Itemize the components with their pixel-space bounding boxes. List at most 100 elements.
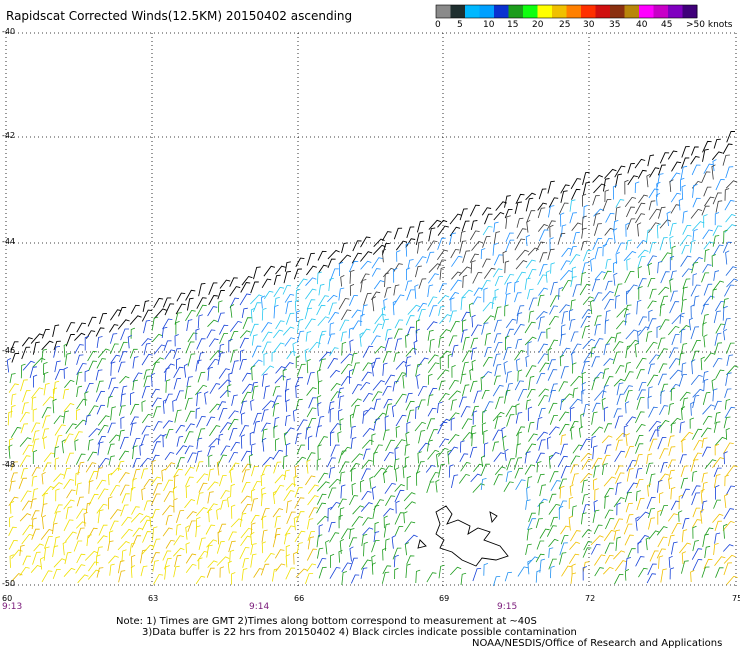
wind-barb: [162, 297, 172, 308]
wind-barb: [438, 336, 445, 348]
wind-barb: [306, 359, 311, 374]
wind-barb: [539, 264, 548, 276]
wind-barb: [702, 264, 712, 273]
wind-barb: [229, 549, 235, 563]
wind-barb: [425, 464, 436, 473]
wind-barb: [76, 508, 87, 519]
wind-barb: [625, 433, 630, 446]
wind-barb: [714, 443, 720, 456]
wind-barb: [162, 318, 173, 330]
wind-barb: [141, 544, 155, 555]
wind-barb: [341, 446, 352, 456]
wind-barb: [360, 260, 372, 270]
wind-barb: [173, 348, 182, 359]
wind-barb: [539, 558, 546, 573]
wind-barb: [667, 435, 675, 447]
wind-barb: [228, 410, 239, 419]
wind-barb: [306, 407, 317, 418]
wind-barb: [449, 412, 460, 421]
wind-barb: [63, 499, 75, 510]
wind-barb: [140, 549, 147, 564]
wind-barb: [624, 492, 632, 503]
wind-barb: [537, 207, 546, 219]
wind-barb: [31, 510, 40, 520]
wind-barb: [494, 288, 499, 301]
wind-barb: [504, 571, 512, 582]
wind-barb: [63, 433, 74, 444]
wind-barb: [186, 297, 194, 311]
wind-barb: [671, 161, 682, 172]
wind-barb: [637, 278, 647, 290]
wind-barb: [561, 565, 572, 577]
wind-barb: [460, 462, 471, 472]
wind-barb: [658, 363, 668, 373]
wind-barb: [207, 446, 215, 457]
wind-barb: [605, 212, 615, 223]
wind-barb: [241, 568, 248, 581]
wind-barb: [660, 462, 668, 473]
wind-barb: [316, 304, 326, 316]
wind-barb: [636, 389, 646, 401]
wind-barb: [438, 438, 449, 448]
wind-barb: [250, 307, 256, 323]
wind-barb: [514, 350, 526, 361]
wind-barb: [307, 495, 319, 506]
wind-barb: [132, 379, 138, 391]
wind-barb: [603, 358, 614, 366]
wind-barb: [327, 258, 336, 269]
wind-barb: [230, 441, 240, 452]
wind-barb: [262, 437, 267, 452]
wind-barb: [668, 403, 675, 415]
wind-barb: [118, 450, 130, 461]
wind-barb: [625, 557, 631, 571]
wind-barb: [317, 436, 328, 448]
wind-barb: [119, 351, 128, 363]
wind-barb: [635, 516, 640, 531]
wind-barb: [373, 418, 381, 431]
wind-barb: [524, 464, 535, 475]
wind-barb: [295, 456, 307, 466]
wind-barb: [713, 421, 721, 433]
wind-barb: [648, 420, 661, 432]
legend-tick-label: >50 knots: [686, 20, 733, 30]
wind-barb: [274, 515, 281, 528]
wind-barb: [668, 469, 675, 481]
wind-barb: [165, 429, 174, 439]
wind-barb: [164, 393, 173, 404]
wind-barb: [526, 486, 531, 500]
wind-barb: [318, 358, 326, 371]
wind-barb: [131, 506, 140, 515]
wind-barb: [197, 550, 209, 562]
wind-barb: [87, 350, 98, 362]
wind-barb: [462, 319, 467, 333]
wind-barb: [594, 271, 606, 281]
wind-barb: [484, 332, 491, 346]
wind-barb: [250, 281, 259, 294]
wind-barb: [395, 425, 400, 438]
wind-barb: [711, 164, 716, 180]
time-label: 9:15: [497, 602, 518, 612]
wind-barb: [150, 454, 160, 464]
wind-barb: [96, 467, 103, 480]
wind-barb: [295, 377, 303, 388]
wind-barb: [493, 319, 502, 332]
wind-barb: [538, 407, 546, 418]
wind-barb: [713, 270, 720, 281]
wind-barb: [482, 225, 493, 236]
wind-barb: [63, 479, 75, 490]
wind-barb: [537, 331, 546, 342]
wind-barb: [559, 304, 570, 314]
longitude-label: 66: [294, 594, 305, 603]
wind-barb: [305, 475, 316, 486]
wind-barb: [338, 395, 345, 410]
wind-barb: [118, 570, 126, 583]
wind-barb: [220, 499, 227, 510]
wind-barb: [581, 309, 592, 319]
wind-barb: [505, 383, 513, 396]
wind-barb: [549, 305, 558, 315]
wind-barb: [53, 346, 61, 358]
wind-barb: [8, 444, 13, 459]
wind-barb: [383, 523, 391, 538]
wind-barb: [701, 205, 710, 216]
wind-barb: [339, 539, 344, 554]
